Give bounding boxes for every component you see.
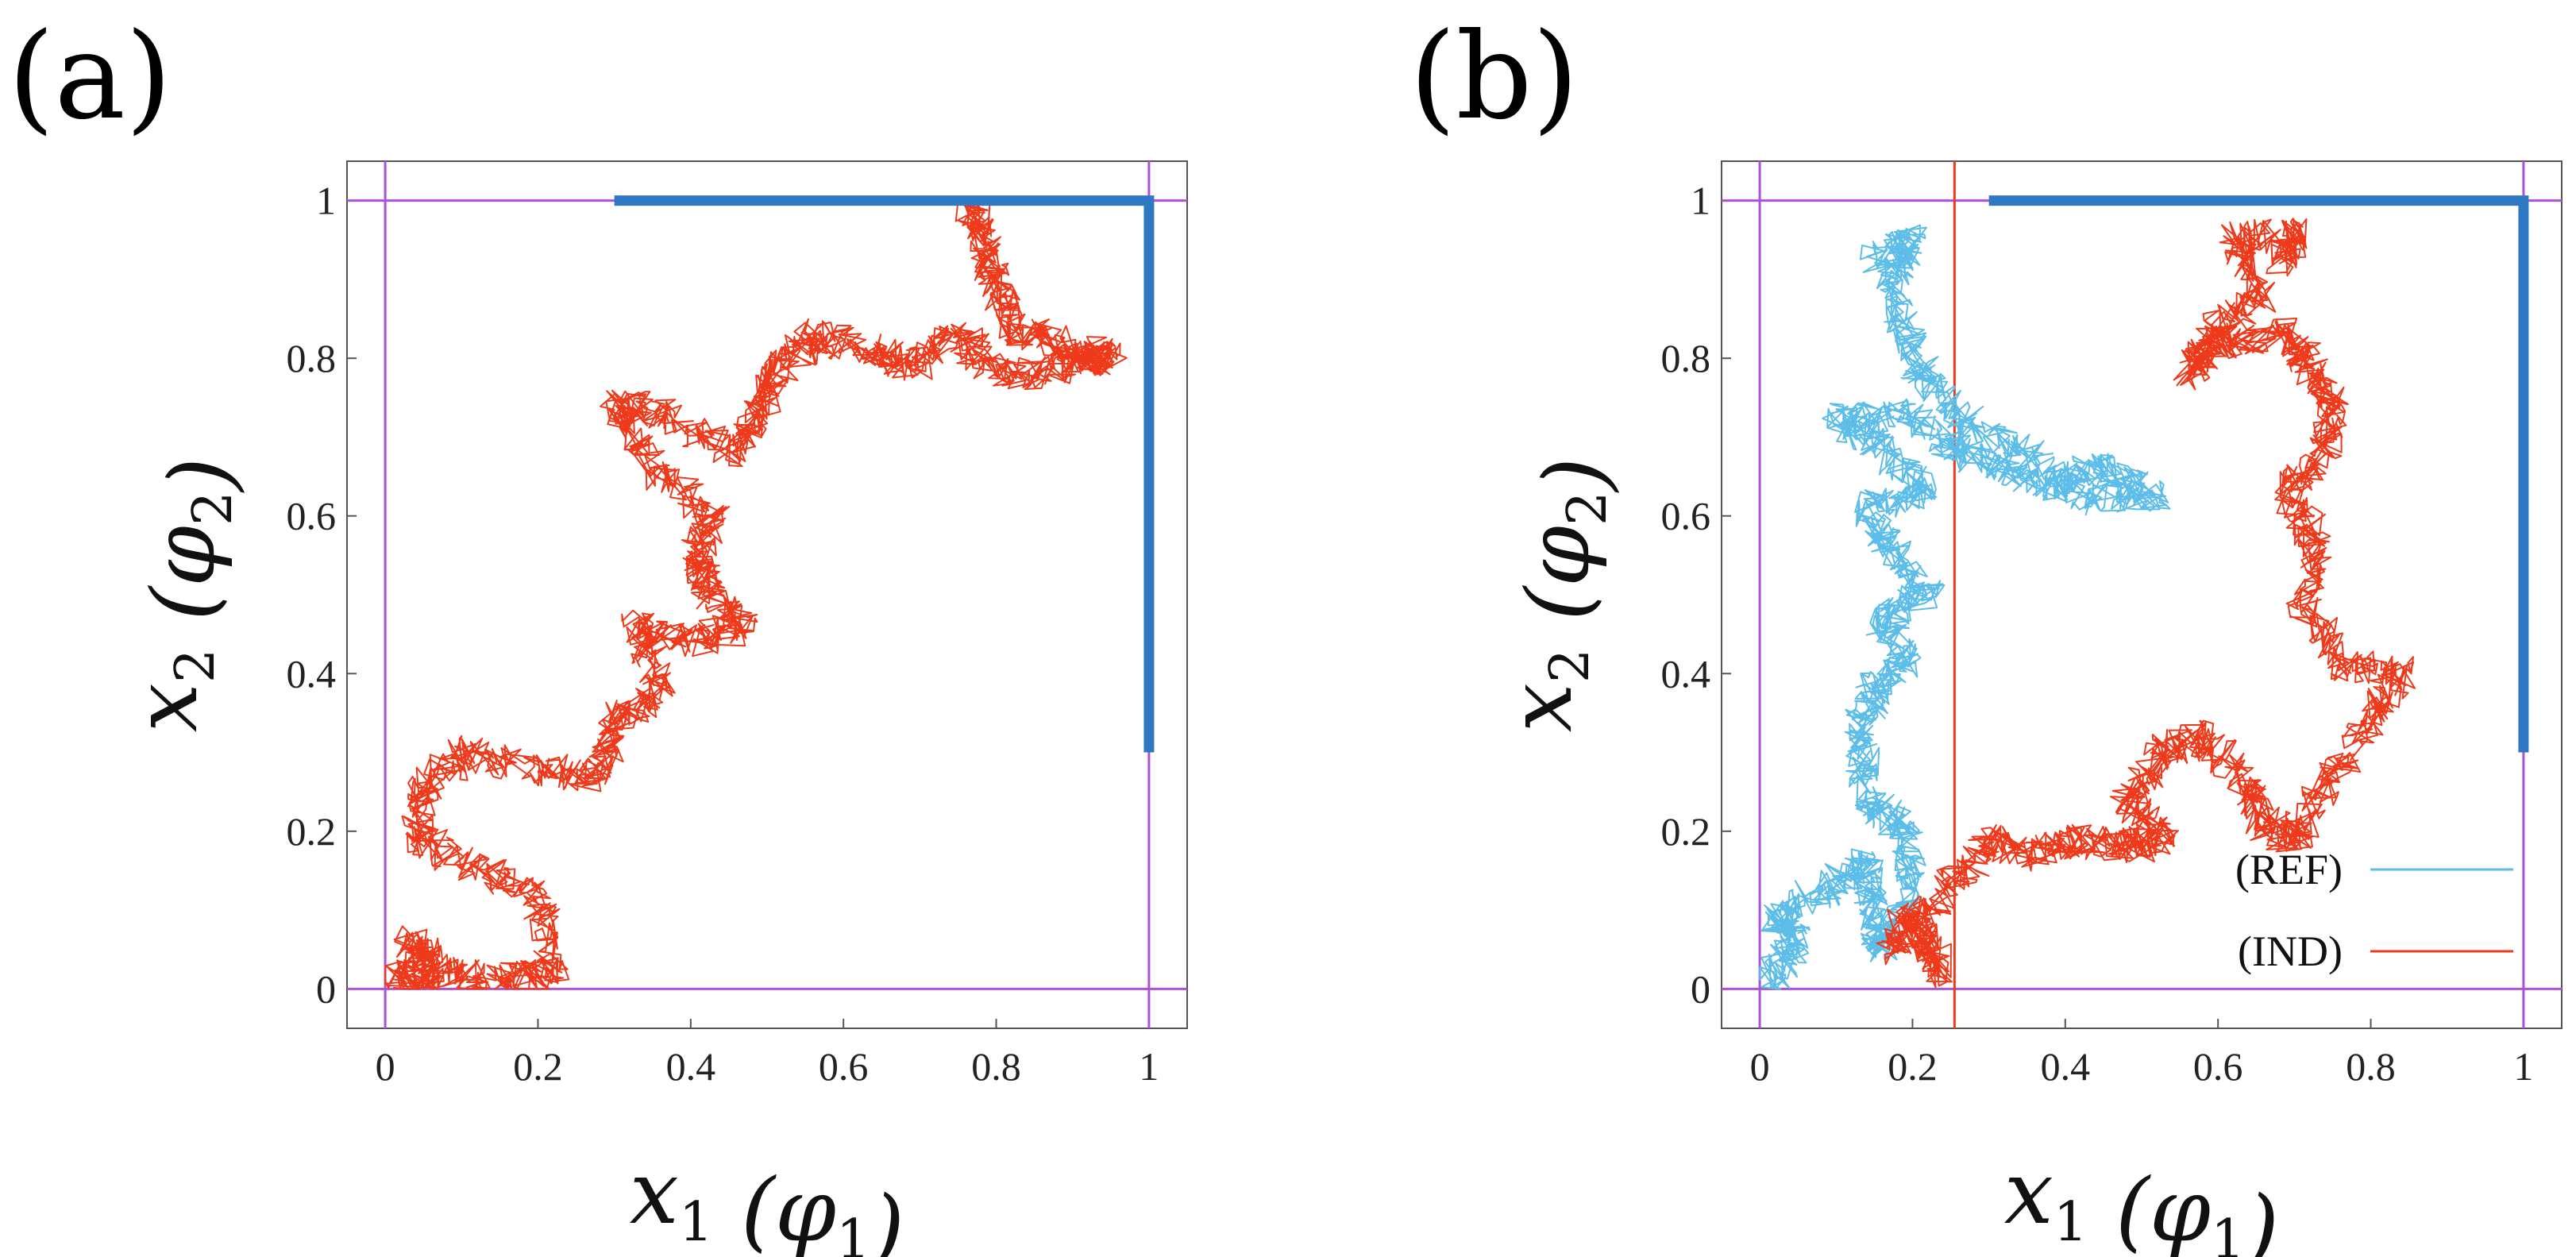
axis-title-subscript: 2	[182, 492, 245, 526]
axis-title-subscript: 2	[164, 649, 227, 683]
y-tick-label: 0.2	[1661, 809, 1711, 854]
y-tick-label: 1	[1691, 179, 1710, 223]
y-tick-label: 0.6	[1661, 494, 1711, 538]
y-tick-label: 0	[1691, 966, 1710, 1011]
axis-title-base: φ	[1507, 526, 1609, 587]
axis-title-part: )	[150, 457, 252, 493]
x-tick-label: 1	[2513, 1044, 2533, 1089]
y-tick-label: 0	[316, 966, 336, 1011]
series-line	[384, 199, 1128, 990]
x-tick-label: 0.6	[2193, 1044, 2243, 1089]
x-tick-label: 0.4	[666, 1044, 716, 1089]
panel-label: (a)	[8, 8, 172, 146]
y-axis-title: x2 (φ2)	[1490, 457, 1626, 732]
x-axis-title: x1 (φ1)	[2004, 1142, 2279, 1257]
axis-title-subscript: 1	[836, 1209, 870, 1257]
axis-title-part: (	[1507, 585, 1609, 649]
axis-title-part: )	[869, 1177, 904, 1257]
axis-title-part: (	[133, 585, 234, 649]
y-tick-label: 0.8	[287, 336, 337, 380]
y-tick-label: 0.6	[287, 494, 337, 538]
axis-title-base: φ	[2150, 1159, 2211, 1257]
y-tick-label: 1	[316, 179, 336, 223]
legend-label: (REF)	[2235, 846, 2343, 893]
y-axis-title: x2 (φ2)	[115, 457, 252, 732]
legend-label: (IND)	[2238, 927, 2343, 975]
y-tick-label: 0.2	[287, 809, 337, 854]
axis-title-subscript: 1	[2053, 1191, 2088, 1254]
axis-title-subscript: 2	[1539, 649, 1602, 683]
axis-title-part: )	[2243, 1177, 2279, 1257]
x-tick-label: 0	[376, 1044, 395, 1089]
target-region	[614, 195, 1155, 753]
y-tick-label: 0.4	[1661, 651, 1711, 696]
axis-title-subscript: 1	[2211, 1209, 2245, 1257]
x-tick-label: 1	[1139, 1044, 1159, 1089]
axis-title-base: x	[115, 683, 217, 732]
x-tick-label: 0.2	[1888, 1044, 1938, 1089]
x-tick-label: 0.4	[2041, 1044, 2091, 1089]
plot-frame	[346, 160, 1188, 1029]
x-tick-label: 0	[1750, 1044, 1770, 1089]
axis-title-part: (	[713, 1159, 777, 1257]
axis-title-base: x	[2004, 1142, 2053, 1244]
x-tick-label: 0.2	[513, 1044, 563, 1089]
axis-title-base: x	[630, 1142, 679, 1244]
y-tick-label: 0.4	[287, 651, 337, 696]
axis-title-part: )	[1525, 457, 1626, 493]
axis-title-part: (	[2088, 1159, 2151, 1257]
x-tick-label: 0.6	[819, 1044, 869, 1089]
axis-title-subscript: 1	[679, 1191, 713, 1254]
x-tick-label: 0.8	[971, 1044, 1021, 1089]
axis-title-base: x	[1490, 683, 1591, 732]
y-tick-label: 0.8	[1661, 336, 1711, 380]
x-axis-title: x1 (φ1)	[630, 1142, 904, 1257]
panel-label: (b)	[1409, 8, 1579, 146]
x-tick-label: 0.8	[2346, 1044, 2396, 1089]
target-region	[1988, 195, 2529, 753]
plot-frame	[1721, 160, 2563, 1029]
axis-title-base: φ	[133, 526, 234, 587]
axis-title-base: φ	[775, 1159, 836, 1257]
series-line	[1876, 218, 2416, 989]
axis-title-subscript: 2	[1556, 492, 1619, 526]
